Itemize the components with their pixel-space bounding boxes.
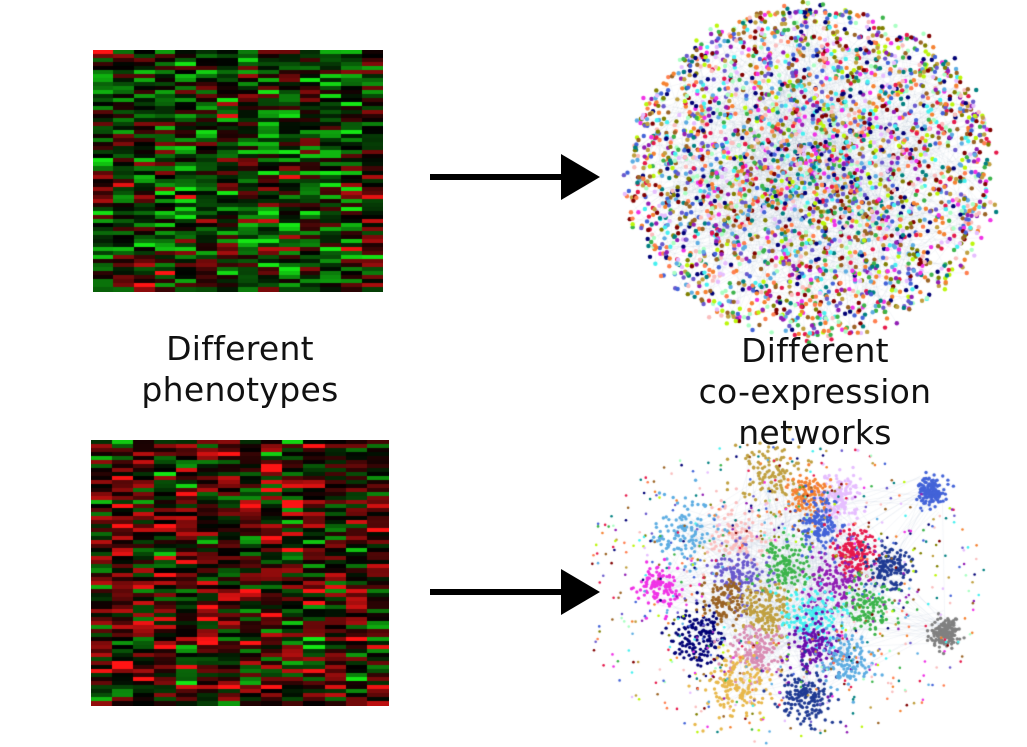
networks-label: Different co-expression networks xyxy=(620,330,1010,453)
networks-label-line2: co-expression networks xyxy=(698,372,932,452)
phenotypes-label: Different phenotypes xyxy=(120,328,360,410)
arrow-top-icon xyxy=(430,154,600,200)
networks-label-line1: Different xyxy=(741,331,889,370)
heatmap-top xyxy=(93,50,383,292)
heatmap-bottom xyxy=(91,440,389,706)
network-dense xyxy=(612,0,1012,345)
network-clustered xyxy=(590,427,990,747)
phenotypes-label-line2: phenotypes xyxy=(141,370,339,409)
arrow-bottom-icon xyxy=(430,569,600,615)
phenotypes-label-line1: Different xyxy=(166,329,314,368)
